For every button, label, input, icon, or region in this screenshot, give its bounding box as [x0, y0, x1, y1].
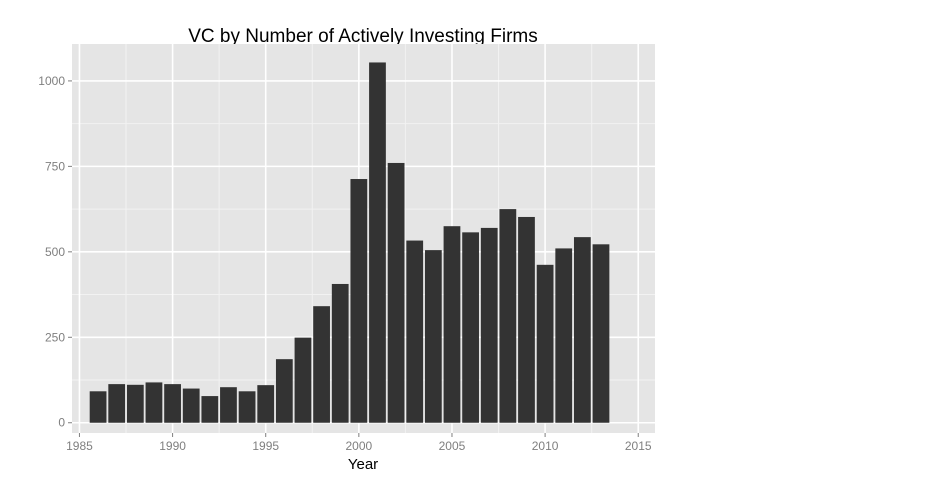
- x-tick-label: 2010: [532, 439, 559, 453]
- y-tick-label: 0: [58, 416, 65, 430]
- bar-1986: [89, 391, 107, 423]
- x-tick-label: 1985: [66, 439, 93, 453]
- bar-1994: [238, 391, 256, 423]
- bar-2008: [499, 209, 517, 423]
- bar-1990: [164, 384, 181, 423]
- bar-1988: [126, 384, 144, 423]
- bar-1992: [201, 396, 219, 423]
- bar-2000: [350, 179, 368, 423]
- y-tick-label: 750: [45, 159, 65, 173]
- chart-title: VC by Number of Actively Investing Firms: [188, 26, 538, 47]
- x-axis: 1985 1990 1995 2000 2005 2010 2015: [66, 433, 652, 453]
- x-axis-label: Year: [348, 456, 378, 473]
- bar-1987: [108, 384, 126, 423]
- bar-1995: [257, 385, 275, 423]
- bar-2013: [592, 244, 610, 423]
- bar-1996: [275, 359, 293, 423]
- bar-2007: [480, 227, 498, 423]
- bar-2010: [536, 264, 554, 423]
- bar-2003: [406, 240, 424, 423]
- y-tick-label: 1000: [38, 74, 65, 88]
- y-tick-label: 250: [45, 330, 65, 344]
- bars: [89, 62, 610, 423]
- x-tick-label: 1995: [252, 439, 279, 453]
- bar-1993: [220, 387, 237, 423]
- bar-2001: [369, 62, 386, 423]
- bar-1989: [145, 382, 163, 423]
- x-tick-label: 1990: [159, 439, 186, 453]
- bar-2009: [518, 216, 535, 423]
- x-tick-label: 2015: [625, 439, 652, 453]
- bar-2005: [443, 226, 461, 423]
- bar-2006: [462, 232, 479, 423]
- bar-2011: [555, 248, 573, 423]
- y-tick-label: 500: [45, 245, 65, 259]
- y-axis: 0 250 500 750 1000: [38, 74, 72, 430]
- bar-1991: [182, 388, 200, 423]
- bar-1997: [294, 337, 312, 423]
- bar-2002: [387, 162, 405, 423]
- x-tick-label: 2005: [439, 439, 466, 453]
- bar-2012: [573, 237, 591, 423]
- x-tick-label: 2000: [345, 439, 372, 453]
- bar-1999: [331, 283, 349, 423]
- bar-1998: [313, 306, 330, 423]
- bar-2004: [424, 250, 442, 423]
